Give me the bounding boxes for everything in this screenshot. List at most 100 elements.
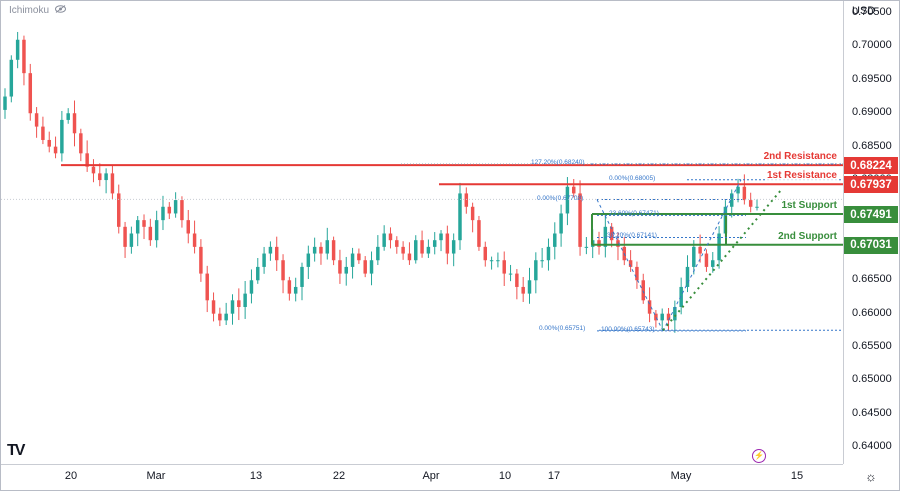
candle-body bbox=[186, 220, 190, 234]
time-tick-label: 22 bbox=[332, 470, 346, 482]
candle-body bbox=[692, 246, 696, 267]
candle-body bbox=[628, 260, 633, 267]
time-tick-label: May bbox=[670, 470, 692, 482]
candle-body bbox=[635, 266, 639, 281]
candle-body bbox=[243, 293, 247, 307]
candle-body bbox=[698, 246, 702, 254]
candle-body bbox=[230, 300, 235, 314]
level-price-tag: 0.67491 bbox=[844, 206, 898, 224]
level-price-tag: 0.67031 bbox=[844, 236, 898, 254]
candle-body bbox=[224, 313, 228, 321]
candle-body bbox=[281, 260, 285, 281]
support-trendline bbox=[662, 189, 782, 331]
candle-body bbox=[218, 313, 222, 321]
candle-body bbox=[28, 73, 33, 114]
candle-body bbox=[477, 220, 481, 247]
fib-label: 38.20%(0.67141) bbox=[607, 232, 657, 240]
candle-body bbox=[572, 186, 576, 194]
candle-body bbox=[72, 113, 77, 134]
candle-body bbox=[729, 193, 734, 207]
candle-body bbox=[755, 206, 759, 208]
level-name-label: 1st Resistance bbox=[766, 170, 837, 182]
currency-label[interactable]: USD bbox=[852, 5, 876, 17]
candle-body bbox=[350, 253, 355, 267]
indicator-label: Ichimoku bbox=[9, 5, 50, 16]
candle-body bbox=[685, 266, 690, 287]
candle-body bbox=[388, 233, 393, 241]
candle-body bbox=[357, 253, 361, 261]
candle-body bbox=[300, 266, 304, 287]
candle-body bbox=[527, 280, 532, 294]
candle-body bbox=[91, 166, 96, 174]
candle-body bbox=[748, 200, 753, 207]
candle-body bbox=[382, 233, 386, 247]
candle-body bbox=[148, 226, 153, 241]
candle-body bbox=[249, 280, 254, 294]
settings-gear-icon[interactable]: ☼ bbox=[865, 469, 877, 484]
time-axis[interactable] bbox=[1, 464, 843, 491]
candle-body bbox=[363, 260, 367, 274]
candle-body bbox=[414, 240, 418, 261]
candle-body bbox=[407, 253, 412, 261]
candle-body bbox=[9, 59, 14, 97]
candle-body bbox=[464, 193, 469, 207]
eye-icon[interactable] bbox=[55, 5, 67, 16]
candle-body bbox=[268, 246, 273, 254]
candle-body bbox=[338, 260, 342, 274]
candle-body bbox=[262, 253, 266, 267]
level-price-tag: 0.67937 bbox=[844, 176, 898, 194]
candle-body bbox=[540, 260, 544, 262]
candle-body bbox=[344, 266, 348, 274]
candle-body bbox=[180, 200, 184, 221]
price-axis[interactable] bbox=[843, 1, 900, 464]
candle-body bbox=[508, 273, 513, 275]
candle-body bbox=[110, 173, 115, 194]
candle-body bbox=[546, 246, 551, 261]
time-tick-label: Mar bbox=[146, 470, 166, 482]
candle-body bbox=[85, 153, 89, 167]
time-tick-label: 13 bbox=[249, 470, 263, 482]
candle-body bbox=[376, 246, 380, 261]
candle-body bbox=[458, 193, 462, 241]
candle-body bbox=[534, 260, 538, 281]
candle-body bbox=[439, 233, 443, 241]
lightning-icon[interactable]: ⚡ bbox=[752, 449, 766, 463]
level-name-label: 1st Support bbox=[781, 200, 837, 212]
plot-area[interactable] bbox=[1, 1, 843, 464]
price-chart[interactable] bbox=[1, 1, 843, 464]
price-tick-label: 0.69500 bbox=[852, 72, 892, 85]
price-tick-label: 0.64000 bbox=[852, 440, 892, 453]
price-tick-label: 0.66500 bbox=[852, 273, 892, 286]
candle-body bbox=[312, 246, 317, 254]
candle-body bbox=[445, 233, 450, 254]
time-tick-label: 10 bbox=[498, 470, 512, 482]
candle-body bbox=[34, 113, 39, 127]
candle-body bbox=[654, 313, 658, 321]
indicator-legend[interactable]: Ichimoku bbox=[9, 5, 67, 16]
level-name-label: 2nd Resistance bbox=[763, 151, 837, 163]
price-tick-label: 0.65000 bbox=[852, 373, 892, 386]
candle-body bbox=[704, 253, 709, 267]
candle-body bbox=[470, 206, 475, 221]
candle-body bbox=[584, 246, 589, 248]
fib-label: 100.00%(0.65743) bbox=[601, 325, 655, 333]
candle-body bbox=[123, 226, 127, 247]
candle-body bbox=[47, 139, 51, 147]
candle-body bbox=[395, 240, 399, 247]
candle-body bbox=[256, 266, 260, 281]
tradingview-logo-icon[interactable]: TV bbox=[7, 442, 26, 459]
candle-body bbox=[609, 226, 614, 241]
candle-body bbox=[331, 240, 336, 261]
candle-body bbox=[553, 233, 557, 247]
candle-body bbox=[53, 146, 58, 154]
candle-body bbox=[521, 286, 525, 294]
candle-body bbox=[199, 246, 203, 274]
candle-body bbox=[104, 173, 108, 181]
candle-body bbox=[711, 260, 715, 267]
candle-body bbox=[369, 260, 374, 274]
level-price-tag: 0.68224 bbox=[844, 157, 898, 175]
time-tick-label: 15 bbox=[790, 470, 804, 482]
candle-body bbox=[15, 39, 20, 60]
candle-body bbox=[41, 126, 45, 140]
